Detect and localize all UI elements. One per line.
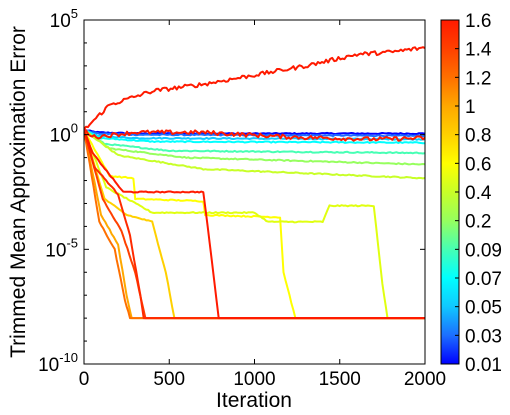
- series-line-5: [84, 129, 425, 166]
- colorbar-ticks: 1.6 1.4 1.2 1 0.8 0.6 0.4 0.2 0.09 0.07 0.05 0.03 0.…: [455, 11, 502, 376]
- y-tick-label: 100: [50, 121, 78, 147]
- series-layer: [84, 46, 425, 320]
- colorbar-tick-label: 0.4: [465, 183, 492, 204]
- y-tick-label: 10-10: [38, 350, 78, 376]
- x-axis-ticks: 0 500 1000 1500 2000: [79, 20, 446, 390]
- colorbar-tick-label: 0.2: [465, 212, 491, 233]
- colorbar-tick-label: 0.01: [465, 355, 502, 376]
- colorbar-tick-label: 0.6: [465, 154, 491, 175]
- series-line-14: [84, 130, 425, 320]
- colorbar-tick-label: 1.2: [465, 68, 491, 89]
- series-line-4: [84, 129, 425, 155]
- y-axis-label: Trimmed Mean Approximation Error: [7, 26, 30, 358]
- series-line-0: [84, 128, 425, 136]
- x-tick-label: 500: [153, 369, 185, 390]
- colorbar-tick-label: 1: [465, 97, 476, 118]
- series-line-8: [84, 130, 425, 320]
- series-line-3: [84, 129, 425, 145]
- x-tick-label: 2000: [404, 369, 446, 390]
- series-line-6: [84, 128, 425, 180]
- x-tick-label: 1000: [233, 369, 275, 390]
- x-tick-label: 0: [79, 369, 90, 390]
- series-line-15: [84, 129, 425, 142]
- x-tick-label: 1500: [319, 369, 361, 390]
- colorbar-tick-label: 0.03: [465, 326, 502, 347]
- x-axis-label: Iteration: [216, 389, 292, 412]
- colorbar-tick-label: 0.07: [465, 269, 502, 290]
- series-line-16: [84, 46, 425, 130]
- plot-area: [83, 19, 426, 365]
- colorbar-tick-label: 0.8: [465, 126, 491, 147]
- colorbar-tick-label: 1.4: [465, 40, 492, 61]
- colorbar-tick-label: 0.05: [465, 298, 502, 319]
- y-tick-label: 105: [50, 6, 78, 32]
- y-tick-label: 10-5: [45, 235, 78, 261]
- colorbar-tick-label: 1.6: [465, 11, 491, 32]
- y-axis-ticks: 105 100 10-5 10-10: [38, 6, 425, 376]
- colorbar-tick-label: 0.09: [465, 240, 502, 261]
- colorbar: 1.6 1.4 1.2 1 0.8 0.6 0.4 0.2 0.09 0.07 0.05 0.03 0.…: [440, 11, 502, 376]
